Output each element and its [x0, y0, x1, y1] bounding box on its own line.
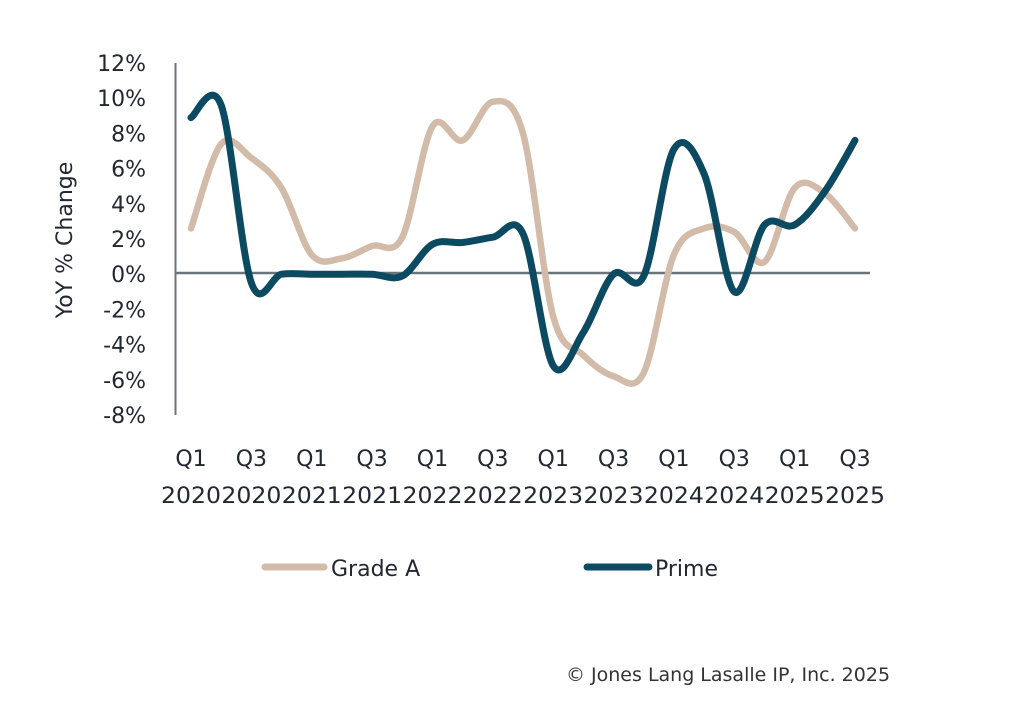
series-layer: [187, 91, 859, 387]
series-line-prime: [187, 91, 859, 374]
x-tick-year: 2025: [825, 484, 885, 509]
y-tick-label: -2%: [103, 298, 146, 323]
x-tick-quarter: Q1: [779, 447, 810, 472]
y-axis-label: YoY % Change: [53, 162, 78, 320]
x-tick-quarter: Q1: [296, 447, 327, 472]
x-tick-quarter: Q1: [538, 447, 569, 472]
legend-item-prime: Prime: [583, 557, 718, 582]
x-tick-year: 2020: [221, 484, 281, 509]
x-tick-year: 2024: [644, 484, 704, 509]
x-tick-quarter: Q3: [356, 447, 387, 472]
x-tick-quarter: Q1: [658, 447, 689, 472]
x-tick-year: 2023: [523, 484, 583, 509]
x-tick-year: 2024: [704, 484, 764, 509]
x-tick-year: 2021: [342, 484, 402, 509]
x-tick-year: 2023: [584, 484, 644, 509]
series-line-grade-a: [187, 97, 859, 387]
x-tick-quarter: Q3: [839, 447, 870, 472]
legend: Grade A Prime: [261, 557, 718, 582]
y-tick-label: 2%: [111, 228, 146, 253]
y-tick-label: 4%: [111, 193, 146, 218]
x-tick-year: 2022: [463, 484, 523, 509]
x-tick-quarter: Q3: [236, 447, 267, 472]
x-tick-year: 2020: [161, 484, 221, 509]
y-tick-label: -6%: [103, 369, 146, 394]
legend-label-prime: Prime: [655, 557, 718, 582]
copyright-notice: © Jones Lang Lasalle IP, Inc. 2025: [566, 664, 891, 686]
x-tick-quarter: Q3: [598, 447, 629, 472]
y-tick-label: 10%: [97, 87, 146, 112]
y-tick-label: 12%: [97, 52, 146, 77]
y-tick-label: 6%: [111, 158, 146, 183]
x-tick-quarter: Q3: [719, 447, 750, 472]
y-tick-label: -8%: [103, 404, 146, 429]
x-tick-quarter: Q1: [417, 447, 448, 472]
x-tick-year: 2021: [282, 484, 342, 509]
legend-item-grade-a: Grade A: [261, 557, 420, 582]
x-tick-quarter: Q1: [175, 447, 206, 472]
x-tick-year: 2025: [765, 484, 825, 509]
y-tick-label: 0%: [111, 263, 146, 288]
x-axis-ticks: Q1 2020 Q3 2020 Q1 2021 Q3 2021 Q1 2022 Q3 2022 Q1 20…: [161, 447, 885, 509]
y-axis-ticks: 12% 10% 8% 6% 4% 2% 0% -2% -4% -6% -8%: [97, 52, 146, 429]
legend-label-grade-a: Grade A: [331, 557, 420, 582]
y-tick-label: 8%: [111, 122, 146, 147]
x-tick-year: 2022: [402, 484, 462, 509]
x-tick-quarter: Q3: [477, 447, 508, 472]
y-tick-label: -4%: [103, 334, 146, 359]
